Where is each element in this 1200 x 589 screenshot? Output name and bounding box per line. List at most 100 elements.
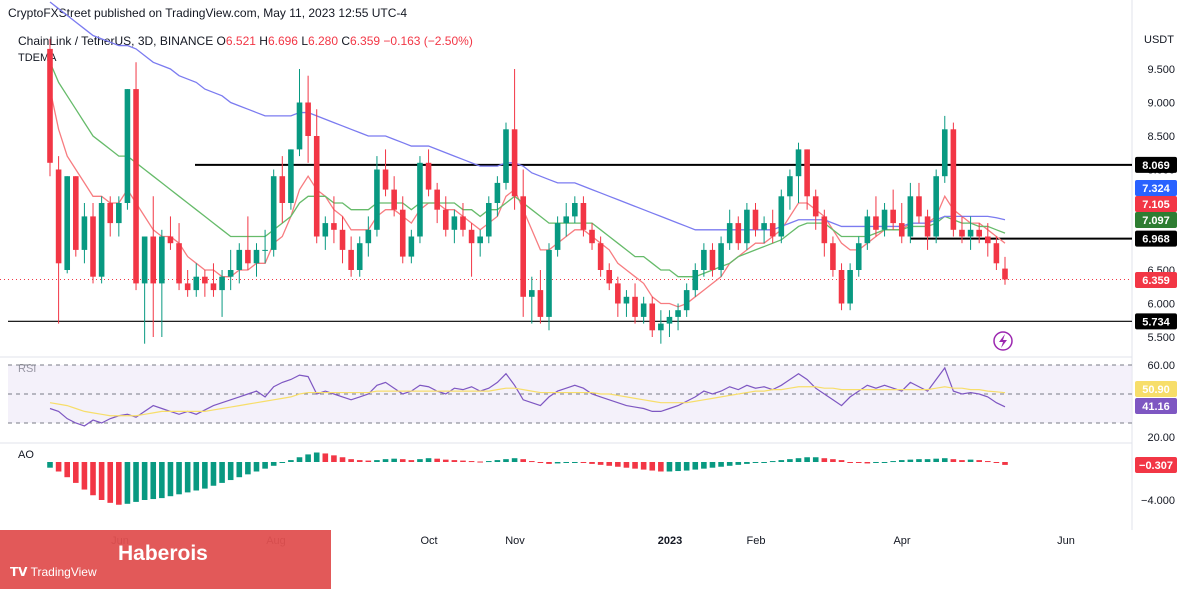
- candle-body: [881, 209, 888, 230]
- ao-bar: [322, 453, 329, 462]
- symbol-name[interactable]: ChainLink / TetherUS, 3D, BINANCE: [18, 34, 214, 48]
- candle-body: [55, 169, 62, 264]
- ao-bar: [219, 462, 225, 483]
- candle-body: [313, 136, 320, 237]
- candle-body: [666, 316, 673, 324]
- price-badge-label: 7.324: [1142, 183, 1170, 195]
- ao-bar: [916, 459, 922, 462]
- ao-label[interactable]: AO: [18, 449, 34, 461]
- candle-body: [898, 223, 905, 237]
- price-tick-label: 9.500: [1147, 64, 1175, 76]
- ao-bar: [615, 462, 621, 467]
- candle-body: [709, 249, 716, 270]
- ao-bar: [382, 459, 389, 462]
- candle-body: [253, 249, 260, 264]
- ao-bar: [658, 462, 664, 472]
- candle-body: [219, 276, 225, 291]
- price-tick-label: 6.000: [1147, 299, 1175, 311]
- candle-body: [245, 249, 251, 264]
- high-value: 6.696: [267, 34, 298, 48]
- candle-body: [580, 203, 587, 230]
- candle-body: [98, 203, 105, 277]
- ao-bar: [692, 462, 699, 470]
- price-badges: 8.069 6.968 5.734 7.324 7.105 7.097 6.359 50.90…: [1135, 156, 1177, 473]
- candle-body: [159, 236, 165, 284]
- candle-body: [399, 209, 406, 257]
- ao-bar: [511, 458, 518, 462]
- candle-body: [124, 89, 131, 203]
- candle-body: [236, 249, 243, 270]
- price-badge-label: 7.097: [1142, 215, 1170, 227]
- candle-body: [468, 229, 475, 244]
- price-tick-label: 8.500: [1147, 131, 1175, 143]
- candle-body: [563, 216, 570, 224]
- candle-body: [511, 129, 518, 197]
- open-label: O: [216, 34, 226, 48]
- price-badge: [1135, 212, 1177, 228]
- ao-bar: [718, 462, 724, 467]
- candle-body: [804, 149, 810, 197]
- ao-bar: [881, 462, 888, 463]
- ao-bar: [348, 459, 354, 462]
- price-badge: [1135, 196, 1177, 212]
- candle-body: [821, 216, 828, 244]
- candle-body: [167, 236, 174, 244]
- candle-body: [615, 283, 621, 304]
- ao-bar: [864, 462, 871, 464]
- ema-lines: [49, 1, 1006, 308]
- ao-bar: [460, 460, 466, 462]
- ao-bar: [236, 462, 243, 478]
- candle-body: [176, 243, 182, 284]
- price-badge: [1135, 398, 1177, 414]
- tdema-label[interactable]: TDEMA: [18, 52, 57, 64]
- candle-body: [941, 129, 948, 177]
- ao-bar: [468, 461, 475, 463]
- ao-bar: [520, 459, 526, 462]
- rsi-tick-label: 20.00: [1147, 432, 1175, 444]
- ema-slow-line: [49, 1, 1006, 231]
- candle-body: [640, 303, 647, 317]
- close-value: 6.359: [350, 34, 381, 48]
- candle-body: [90, 216, 96, 277]
- candle-body: [632, 296, 638, 317]
- candle-body: [141, 236, 148, 284]
- candle-body: [984, 236, 991, 244]
- candle-body: [950, 129, 957, 230]
- candle-body: [890, 209, 896, 224]
- ao-bar: [296, 457, 303, 462]
- price-badge: [1135, 156, 1177, 173]
- ema-mid-line: [49, 62, 1006, 278]
- time-tick-label: Oct: [420, 535, 437, 547]
- ao-bar: [408, 460, 415, 462]
- candle-body: [838, 270, 845, 304]
- ao-bar: [116, 462, 122, 505]
- ao-bar: [675, 462, 681, 472]
- ao-bar: [141, 462, 148, 500]
- candle-body: [485, 203, 492, 237]
- ao-bar: [838, 460, 845, 462]
- rsi-line: [49, 366, 1006, 427]
- ao-bar: [262, 462, 268, 469]
- time-tick-label: Nov: [505, 535, 525, 547]
- ao-bar: [537, 462, 544, 463]
- ao-bar: [391, 458, 397, 462]
- ao-tick-label: −4.000: [1141, 495, 1175, 507]
- candle-body: [202, 276, 208, 284]
- ao-bar: [1002, 462, 1008, 465]
- candle-body: [572, 203, 578, 217]
- candle-body: [494, 182, 501, 203]
- candle-body: [374, 169, 380, 230]
- change-value: −0.163 (−2.50%): [383, 34, 473, 48]
- candle-body: [769, 223, 776, 237]
- candle-body: [184, 283, 191, 291]
- ao-bar: [752, 462, 759, 463]
- candle-body: [64, 176, 71, 270]
- currency-label[interactable]: USDT: [1144, 34, 1174, 46]
- candle-body: [150, 236, 157, 284]
- ao-bar: [787, 459, 793, 462]
- candle-body: [959, 229, 965, 237]
- ao-bar: [477, 461, 483, 463]
- lightning-icon[interactable]: [993, 331, 1013, 351]
- candle-body: [503, 129, 509, 183]
